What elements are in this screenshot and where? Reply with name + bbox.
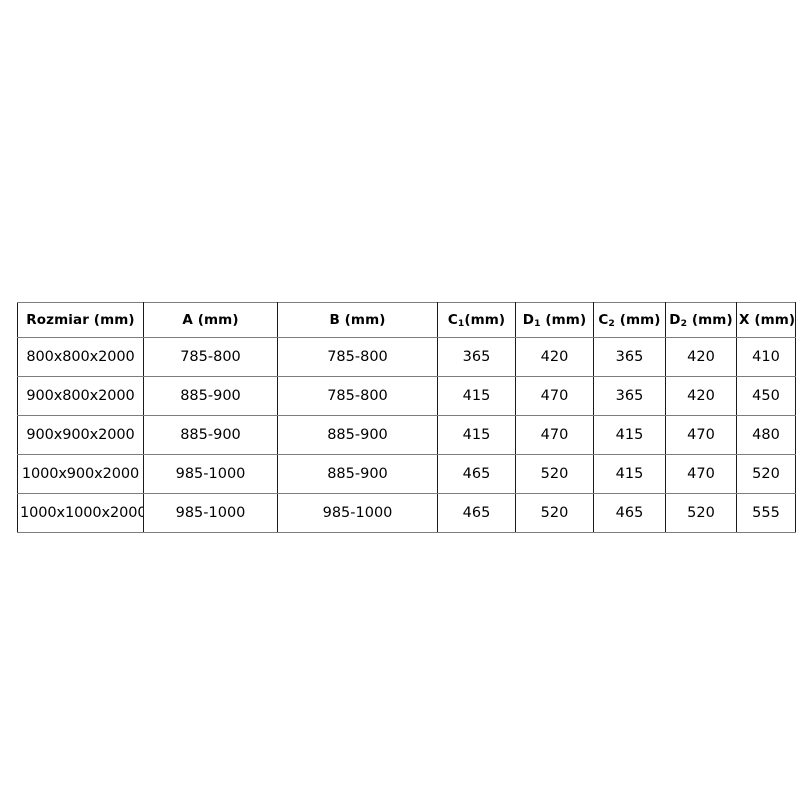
cell-d2: 470 — [665, 454, 737, 494]
cell-c2: 415 — [593, 415, 666, 455]
cell-c1: 465 — [437, 454, 516, 494]
cell-c2: 365 — [593, 376, 666, 416]
specification-table: Rozmiar (mm) A (mm) B (mm) C1(mm) D1 (mm) C2 … — [17, 302, 796, 533]
column-header-subscript: 1 — [457, 318, 465, 330]
cell-d2: 420 — [665, 376, 737, 416]
column-header-d2: D2 (mm) — [665, 302, 737, 338]
column-header-label: D1 (mm) — [522, 312, 587, 330]
cell-d1: 470 — [515, 415, 594, 455]
cell-a: 985-1000 — [143, 454, 278, 494]
column-header-label: A (mm) — [182, 312, 239, 328]
cell-b: 785-800 — [277, 337, 438, 377]
cell-d1: 520 — [515, 454, 594, 494]
column-header-subscript: 2 — [608, 318, 615, 330]
table-header: Rozmiar (mm) A (mm) B (mm) C1(mm) D1 (mm) C2 … — [17, 302, 796, 338]
column-header-b: B (mm) — [277, 302, 438, 338]
column-header-size: Rozmiar (mm) — [17, 302, 144, 338]
table-body: 800x800x2000 785-800 785-800 365 420 365 420 41… — [17, 337, 796, 533]
cell-size: 800x800x2000 — [17, 337, 144, 377]
cell-b: 885-900 — [277, 415, 438, 455]
cell-c1: 365 — [437, 337, 516, 377]
column-header-label: C1(mm) — [447, 312, 506, 330]
table-row: 900x900x2000 885-900 885-900 415 470 415 470 48… — [17, 415, 796, 455]
column-header-x: X (mm) — [736, 302, 796, 338]
table-row: 800x800x2000 785-800 785-800 365 420 365 420 41… — [17, 337, 796, 377]
table-header-row: Rozmiar (mm) A (mm) B (mm) C1(mm) D1 (mm) C2 … — [17, 302, 796, 338]
column-header-label: Rozmiar (mm) — [26, 312, 135, 328]
cell-size: 900x900x2000 — [17, 415, 144, 455]
table-row: 1000x1000x2000 985-1000 985-1000 465 520 465 5… — [17, 493, 796, 533]
column-header-label: D2 (mm) — [669, 312, 733, 330]
cell-d2: 520 — [665, 493, 737, 533]
cell-size: 1000x900x2000 — [17, 454, 144, 494]
cell-size: 1000x1000x2000 — [17, 493, 144, 533]
cell-size: 900x800x2000 — [17, 376, 144, 416]
cell-b: 985-1000 — [277, 493, 438, 533]
specification-table-container: Rozmiar (mm) A (mm) B (mm) C1(mm) D1 (mm) C2 … — [17, 302, 796, 533]
cell-c1: 415 — [437, 376, 516, 416]
cell-b: 885-900 — [277, 454, 438, 494]
cell-d1: 470 — [515, 376, 594, 416]
cell-c1: 415 — [437, 415, 516, 455]
column-header-label: B (mm) — [329, 312, 386, 328]
cell-a: 885-900 — [143, 376, 278, 416]
column-header-a: A (mm) — [143, 302, 278, 338]
cell-d1: 420 — [515, 337, 594, 377]
table-row: 1000x900x2000 985-1000 885-900 465 520 415 470… — [17, 454, 796, 494]
cell-d1: 520 — [515, 493, 594, 533]
cell-x: 520 — [736, 454, 796, 494]
cell-x: 410 — [736, 337, 796, 377]
cell-a: 885-900 — [143, 415, 278, 455]
cell-c2: 365 — [593, 337, 666, 377]
column-header-d1: D1 (mm) — [515, 302, 594, 338]
cell-b: 785-800 — [277, 376, 438, 416]
column-header-label: C2 (mm) — [598, 312, 661, 330]
table-row: 900x800x2000 885-900 785-800 415 470 365 420 45… — [17, 376, 796, 416]
cell-x: 480 — [736, 415, 796, 455]
cell-d2: 470 — [665, 415, 737, 455]
cell-a: 785-800 — [143, 337, 278, 377]
cell-a: 985-1000 — [143, 493, 278, 533]
cell-c1: 465 — [437, 493, 516, 533]
column-header-c2: C2 (mm) — [593, 302, 666, 338]
cell-c2: 465 — [593, 493, 666, 533]
cell-d2: 420 — [665, 337, 737, 377]
cell-c2: 415 — [593, 454, 666, 494]
cell-x: 450 — [736, 376, 796, 416]
column-header-subscript: 1 — [534, 318, 541, 330]
cell-x: 555 — [736, 493, 796, 533]
column-header-label: X (mm) — [739, 312, 796, 328]
column-header-subscript: 2 — [680, 318, 688, 330]
column-header-c1: C1(mm) — [437, 302, 516, 338]
